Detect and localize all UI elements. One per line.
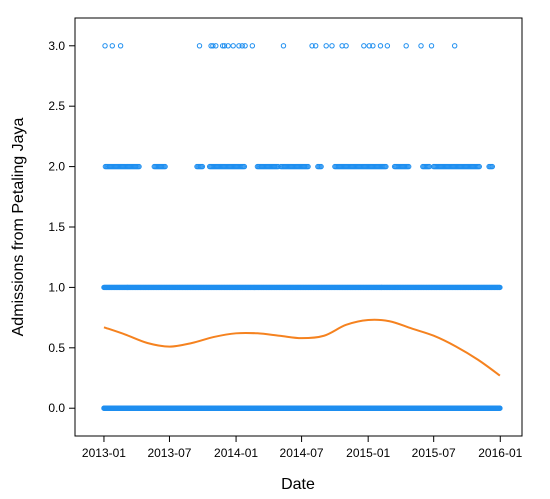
data-point (199, 163, 206, 170)
data-point (239, 43, 245, 49)
data-point (384, 43, 391, 49)
data-point (230, 43, 236, 49)
x-axis-title: Date (281, 476, 315, 493)
data-point (323, 43, 329, 49)
data-point (497, 405, 503, 411)
data-point (476, 163, 482, 170)
y-tick-label: 2.0 (48, 160, 65, 174)
data-point (497, 284, 503, 291)
y-tick-label: 1.0 (48, 280, 65, 294)
data-point (329, 43, 335, 49)
y-tick-label: 0.5 (48, 341, 65, 355)
x-tick-label: 2016-01 (478, 446, 522, 460)
data-point (403, 43, 409, 49)
y-axis-title: Admissions from Petaling Jaya (10, 118, 27, 337)
y-tick-label: 3.0 (48, 39, 65, 53)
data-point (406, 163, 412, 170)
data-point (428, 43, 435, 49)
data-point (102, 43, 108, 49)
data-point (196, 43, 203, 49)
y-tick-label: 0.0 (48, 401, 65, 415)
data-point (418, 43, 424, 49)
x-tick-label: 2014-07 (280, 446, 324, 460)
data-point (136, 163, 142, 170)
data-point (361, 43, 367, 49)
points-layer (101, 43, 503, 411)
data-point (383, 163, 389, 170)
smooth-line (103, 318, 501, 377)
x-tick-label: 2014-01 (214, 446, 258, 460)
data-point (280, 43, 287, 49)
data-point (219, 43, 226, 49)
data-point (343, 43, 349, 49)
data-point (370, 43, 376, 49)
data-point (162, 163, 168, 170)
data-point (210, 43, 216, 49)
data-point (309, 43, 315, 49)
data-point (236, 43, 242, 49)
data-point (489, 163, 496, 170)
x-tick-label: 2013-07 (147, 446, 191, 460)
data-point (377, 43, 384, 49)
data-point (241, 163, 248, 170)
x-tick-label: 2015-01 (346, 446, 390, 460)
data-point (318, 163, 324, 170)
data-point (117, 43, 124, 49)
data-point (225, 43, 231, 49)
data-point (451, 43, 458, 49)
y-tick-label: 1.5 (48, 220, 65, 234)
data-point (312, 43, 319, 49)
data-point (305, 163, 311, 170)
y-axis: 0.0 0.5 1.0 1.5 2.0 2.5 3.0 (48, 39, 75, 415)
data-point (221, 43, 228, 49)
data-point (249, 43, 256, 49)
data-point (213, 43, 219, 49)
data-point (242, 43, 248, 49)
plot-frame (74, 17, 523, 437)
x-tick-label: 2015-07 (412, 446, 456, 460)
y-tick-label: 2.5 (48, 99, 65, 113)
x-axis: 2013-01 2013-07 2014-01 2014-07 2015-01 2015-… (82, 436, 523, 460)
data-point (109, 43, 115, 49)
data-point (366, 43, 372, 49)
x-tick-label: 2013-01 (82, 446, 126, 460)
